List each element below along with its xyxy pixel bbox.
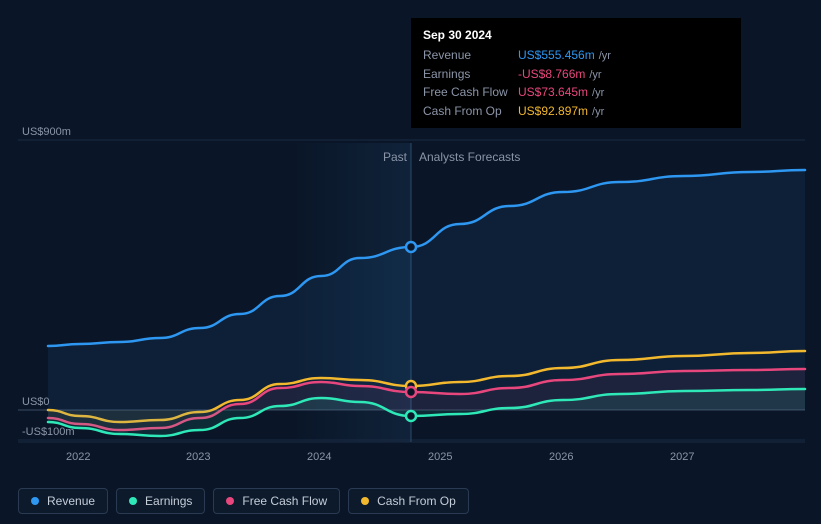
tooltip-metric-label: Cash From Op: [423, 102, 518, 120]
y-axis-label: US$0: [22, 396, 50, 408]
x-axis-label: 2024: [307, 451, 331, 463]
tooltip-suffix: /yr: [589, 67, 601, 84]
tooltip-row: Cash From OpUS$92.897m/yr: [423, 102, 729, 121]
legend-item-earnings[interactable]: Earnings: [116, 488, 205, 514]
tooltip-suffix: /yr: [592, 85, 604, 102]
x-axis-label: 2023: [186, 451, 210, 463]
chart-legend: Revenue Earnings Free Cash Flow Cash From O…: [18, 488, 469, 514]
legend-dot-icon: [361, 497, 369, 505]
legend-dot-icon: [31, 497, 39, 505]
tooltip-metric-label: Free Cash Flow: [423, 83, 518, 101]
tooltip-metric-value: US$92.897m: [518, 102, 588, 120]
legend-dot-icon: [129, 497, 137, 505]
legend-label: Cash From Op: [377, 494, 456, 508]
y-axis-label: US$900m: [22, 126, 71, 138]
tooltip-metric-value: US$73.645m: [518, 83, 588, 101]
legend-label: Revenue: [47, 494, 95, 508]
legend-label: Free Cash Flow: [242, 494, 327, 508]
tooltip-suffix: /yr: [599, 48, 611, 65]
x-axis-label: 2026: [549, 451, 573, 463]
tooltip-metric-value: -US$8.766m: [518, 65, 585, 83]
tooltip-metric-label: Revenue: [423, 46, 518, 64]
forecast-label: Analysts Forecasts: [419, 150, 520, 164]
tooltip-row: RevenueUS$555.456m/yr: [423, 46, 729, 65]
tooltip-row: Earnings-US$8.766m/yr: [423, 65, 729, 84]
x-axis-label: 2022: [66, 451, 90, 463]
y-axis-label: -US$100m: [22, 426, 75, 438]
x-axis-label: 2025: [428, 451, 452, 463]
tooltip-date: Sep 30 2024: [423, 26, 729, 44]
tooltip-metric-value: US$555.456m: [518, 46, 595, 64]
legend-item-free_cash_flow[interactable]: Free Cash Flow: [213, 488, 340, 514]
tooltip-row: Free Cash FlowUS$73.645m/yr: [423, 83, 729, 102]
x-axis-label: 2027: [670, 451, 694, 463]
past-label: Past: [383, 150, 407, 164]
legend-label: Earnings: [145, 494, 192, 508]
tooltip-suffix: /yr: [592, 104, 604, 121]
legend-item-revenue[interactable]: Revenue: [18, 488, 108, 514]
tooltip-metric-label: Earnings: [423, 65, 518, 83]
chart-tooltip: Sep 30 2024 RevenueUS$555.456m/yrEarning…: [411, 18, 741, 128]
legend-dot-icon: [226, 497, 234, 505]
legend-item-cash_from_op[interactable]: Cash From Op: [348, 488, 469, 514]
financial-chart: US$900m US$0 -US$100m 2022 2023 2024 2025 2026 2…: [0, 0, 821, 524]
